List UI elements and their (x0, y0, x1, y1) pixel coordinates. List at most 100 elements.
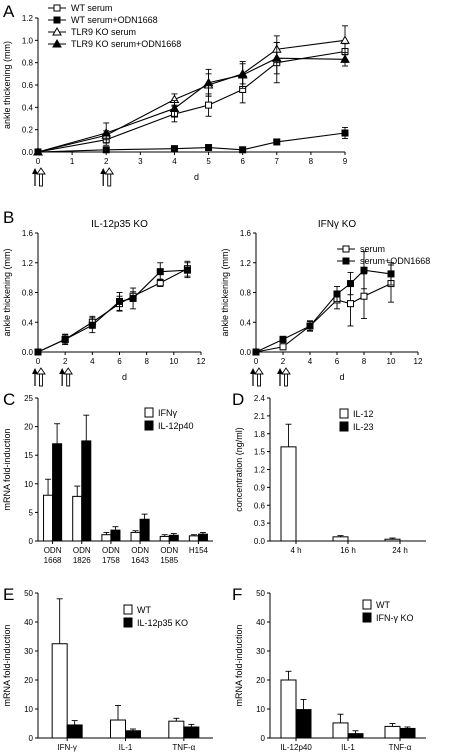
y-tick-label: 0.8 (240, 289, 252, 298)
legend-label: WT (137, 605, 151, 615)
data-point (279, 335, 287, 343)
series-line (37, 57, 346, 153)
arrow-head-filled (277, 368, 283, 374)
x-tick-label: 6 (335, 357, 340, 366)
line-chart-2: 0 2 4 6 8 10 12 d IFNγ KO serum serum+ODN1668 (250, 219, 430, 387)
legend: WT IFN-γ KO (362, 599, 414, 623)
y-axis-5: 0 10 20 30 40 50 mRNA fold-induction (2, 589, 39, 743)
panel-letter-c: C (3, 390, 15, 409)
data-point (156, 268, 164, 276)
y-tick-label: 0.4 (22, 318, 34, 327)
y-tick-label: 50 (24, 589, 33, 598)
bar (168, 534, 179, 542)
chart-title: IFNγ KO (318, 219, 357, 230)
bar (139, 518, 150, 542)
y-tick-label: 0.0 (254, 537, 266, 546)
x-tick-label: 4 (308, 357, 313, 366)
panel-letter-d: D (232, 390, 244, 409)
bar (197, 533, 208, 542)
y-tick-label: 1.2 (22, 14, 34, 23)
legend-label: WT serum+ODN1668 (71, 15, 158, 25)
legend-marker (52, 38, 62, 48)
arrow-shaft-open (39, 373, 43, 387)
arrow-head-open (254, 367, 264, 375)
y-tick-label: 0 (261, 734, 266, 743)
data-point (340, 54, 350, 63)
y-tick-label: 1.0 (22, 36, 34, 45)
y-tick-label: 10 (24, 705, 33, 714)
category-label: ODN (131, 546, 149, 555)
panel-letter-f: F (232, 585, 242, 604)
bar (81, 440, 92, 542)
bar (295, 709, 312, 739)
series-0 (34, 42, 349, 156)
x-axis-label: d (339, 372, 344, 382)
injection-arrows (32, 167, 46, 187)
y-tick-label: 0.8 (22, 289, 34, 298)
arrow-head-open (63, 367, 74, 375)
arrow-head-open (281, 367, 291, 375)
y-tick-label: 30 (24, 647, 33, 656)
y-tick-label: 5 (29, 508, 34, 517)
legend-label: WT serum (71, 3, 112, 13)
x-tick-label: 10 (387, 357, 396, 366)
bar (280, 679, 297, 739)
y-tick-label: 30 (256, 647, 265, 656)
y-axis-label: concentration (ng/ml) (234, 427, 244, 512)
legend: WT IL-12p35 KO (123, 604, 188, 628)
legend: IFNγ IL-12p40 (144, 407, 194, 431)
legend-label: WT (376, 600, 390, 610)
series-line (37, 268, 188, 353)
bar (101, 534, 112, 542)
category-label: TNF-α (389, 743, 412, 752)
data-point (360, 292, 368, 300)
data-point (203, 77, 214, 87)
arrow-head-open (104, 167, 115, 175)
arrow-head-filled (32, 168, 38, 174)
data-point (387, 270, 395, 278)
y-axis-6: 0 10 20 30 40 50 mRNA fold-induction (234, 589, 271, 743)
injection-arrows (32, 367, 46, 387)
y-tick-label: 50 (256, 589, 265, 598)
y-tick-label: 0.8 (22, 59, 34, 68)
bar (66, 724, 83, 739)
category-label: TNF-α (172, 743, 195, 752)
y-tick-label: 1.2 (240, 259, 252, 268)
y-tick-label: 0.0 (240, 348, 252, 357)
panel-letter-a: A (3, 2, 15, 21)
y-axis-label: ankle thickening (mm) (2, 41, 12, 129)
bar (110, 719, 126, 739)
bar (168, 720, 185, 739)
x-tick-label: 1 (70, 157, 75, 166)
y-tick-label: 20 (24, 676, 33, 685)
legend-swatch (144, 420, 154, 431)
y-tick-label: 2.1 (254, 412, 266, 421)
x-tick-label: 4 (172, 157, 177, 166)
legend-label: IL-12 (353, 409, 374, 419)
y-tick-label: 0.4 (22, 103, 34, 112)
category-label: 16 h (340, 546, 356, 555)
data-point (129, 294, 137, 302)
data-point (102, 146, 110, 154)
category-label: 1585 (160, 556, 178, 565)
legend-swatch (339, 421, 349, 432)
arrow-head-filled (250, 368, 256, 374)
y-tick-label: 40 (24, 618, 33, 627)
bar (183, 726, 200, 739)
category-label: IL-1 (119, 743, 133, 752)
y-tick-label: 0.0 (22, 148, 34, 157)
bar (52, 443, 63, 542)
bar-chart-4: 4 h 16 h 24 h IL-12 IL-23 (270, 408, 426, 555)
x-tick-label: 8 (309, 157, 314, 166)
series-0 (34, 260, 191, 356)
legend-swatch (123, 604, 133, 615)
y-tick-label: 25 (24, 394, 33, 403)
y-axis-4: 0.0 0.3 0.6 0.9 1.2 1.5 1.8 2.1 2.4 concentration… (234, 394, 271, 546)
data-point (333, 290, 341, 298)
y-tick-label: 10 (256, 705, 265, 714)
x-tick-label: 2 (104, 157, 109, 166)
data-point (306, 322, 314, 330)
y-tick-label: 40 (256, 618, 265, 627)
